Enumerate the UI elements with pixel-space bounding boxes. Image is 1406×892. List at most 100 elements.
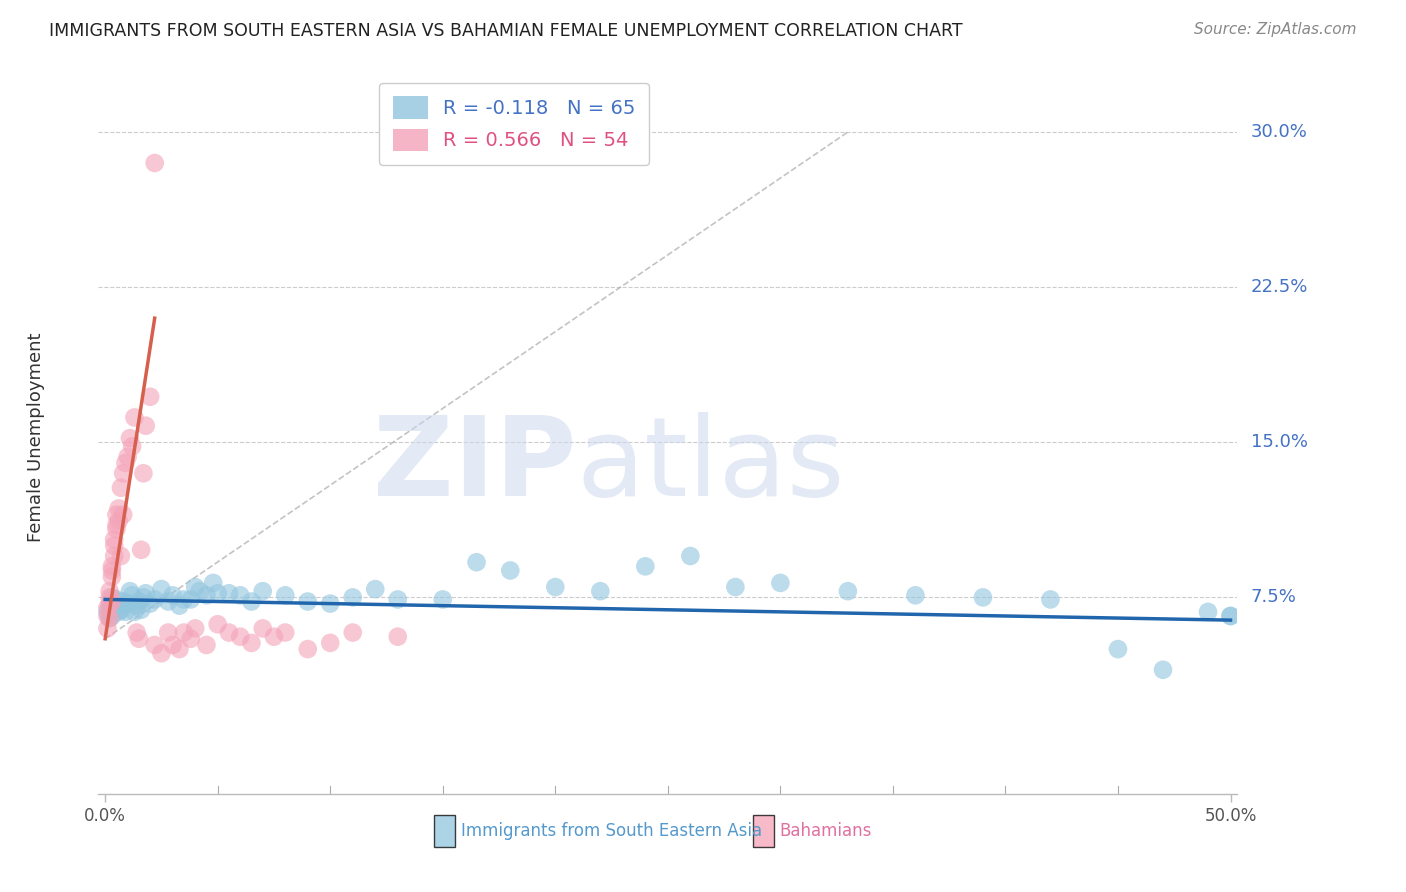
Text: 7.5%: 7.5% xyxy=(1251,589,1296,607)
Point xyxy=(297,594,319,608)
Text: Immigrants from South Eastern Asia: Immigrants from South Eastern Asia xyxy=(461,822,762,840)
Point xyxy=(173,592,195,607)
Point xyxy=(107,501,129,516)
Point xyxy=(117,597,139,611)
Point xyxy=(169,599,191,613)
Point xyxy=(724,580,747,594)
Point xyxy=(465,555,488,569)
Point xyxy=(103,603,125,617)
Point xyxy=(342,591,364,605)
Text: IMMIGRANTS FROM SOUTH EASTERN ASIA VS BAHAMIAN FEMALE UNEMPLOYMENT CORRELATION C: IMMIGRANTS FROM SOUTH EASTERN ASIA VS BA… xyxy=(49,22,963,40)
Point xyxy=(118,584,141,599)
Point xyxy=(139,390,162,404)
Point xyxy=(364,582,387,596)
FancyBboxPatch shape xyxy=(754,815,773,847)
Point xyxy=(125,599,148,613)
Point xyxy=(110,481,132,495)
Point xyxy=(105,522,128,536)
Point xyxy=(98,611,121,625)
Point xyxy=(125,625,148,640)
Point xyxy=(169,642,191,657)
Text: 30.0%: 30.0% xyxy=(1251,123,1308,141)
Point xyxy=(105,508,128,522)
Point xyxy=(112,508,135,522)
Point xyxy=(98,600,121,615)
Text: Bahamians: Bahamians xyxy=(779,822,872,840)
Point xyxy=(274,625,297,640)
Point xyxy=(274,588,297,602)
Legend: R = -0.118   N = 65, R = 0.566   N = 54: R = -0.118 N = 65, R = 0.566 N = 54 xyxy=(380,83,650,165)
Point xyxy=(101,594,124,608)
Point xyxy=(103,539,125,553)
Point xyxy=(150,582,173,596)
Point xyxy=(117,450,139,464)
Point xyxy=(319,636,342,650)
Point xyxy=(107,514,129,528)
Point xyxy=(129,542,152,557)
Point xyxy=(103,599,125,613)
Point xyxy=(96,609,118,624)
Point xyxy=(218,586,240,600)
Point xyxy=(135,418,157,433)
Point xyxy=(342,625,364,640)
Text: 15.0%: 15.0% xyxy=(1251,434,1308,451)
Point xyxy=(98,591,121,605)
Point xyxy=(128,632,150,646)
Point xyxy=(101,570,124,584)
Point xyxy=(103,533,125,547)
Point xyxy=(202,575,225,590)
Point xyxy=(387,592,409,607)
Text: 22.5%: 22.5% xyxy=(1251,278,1308,296)
Point xyxy=(769,575,792,590)
Point xyxy=(96,605,118,619)
Point xyxy=(98,584,121,599)
Point xyxy=(837,584,859,599)
Text: atlas: atlas xyxy=(576,412,845,519)
Point xyxy=(195,588,218,602)
Point xyxy=(143,156,166,170)
Point xyxy=(904,588,927,602)
Point xyxy=(98,597,121,611)
Point xyxy=(184,621,207,635)
Point xyxy=(101,591,124,605)
Text: Female Unemployment: Female Unemployment xyxy=(27,333,45,541)
Point xyxy=(114,605,136,619)
Point xyxy=(229,630,252,644)
Point xyxy=(162,588,184,602)
Point xyxy=(105,600,128,615)
Point xyxy=(387,630,409,644)
Point xyxy=(118,431,141,445)
Point xyxy=(1219,609,1241,624)
Point xyxy=(188,584,211,599)
Point xyxy=(180,592,202,607)
Point xyxy=(297,642,319,657)
Point xyxy=(240,594,263,608)
Point xyxy=(319,597,342,611)
Point xyxy=(105,592,128,607)
Point xyxy=(124,410,146,425)
Point xyxy=(101,559,124,574)
Point xyxy=(1107,642,1129,657)
Point xyxy=(1219,609,1241,624)
Point xyxy=(240,636,263,650)
Point xyxy=(634,559,657,574)
Point xyxy=(544,580,567,594)
Point xyxy=(150,646,173,660)
Point xyxy=(103,549,125,563)
Point xyxy=(132,467,155,481)
Text: ZIP: ZIP xyxy=(374,412,576,519)
Point xyxy=(96,621,118,635)
Point xyxy=(679,549,702,563)
Point xyxy=(218,625,240,640)
Point xyxy=(143,638,166,652)
Point xyxy=(110,603,132,617)
Point xyxy=(101,597,124,611)
Point xyxy=(157,594,180,608)
Point xyxy=(129,603,152,617)
Point xyxy=(184,580,207,594)
Point xyxy=(105,518,128,533)
Point xyxy=(180,632,202,646)
Point xyxy=(112,467,135,481)
Point xyxy=(139,597,162,611)
Point xyxy=(162,638,184,652)
